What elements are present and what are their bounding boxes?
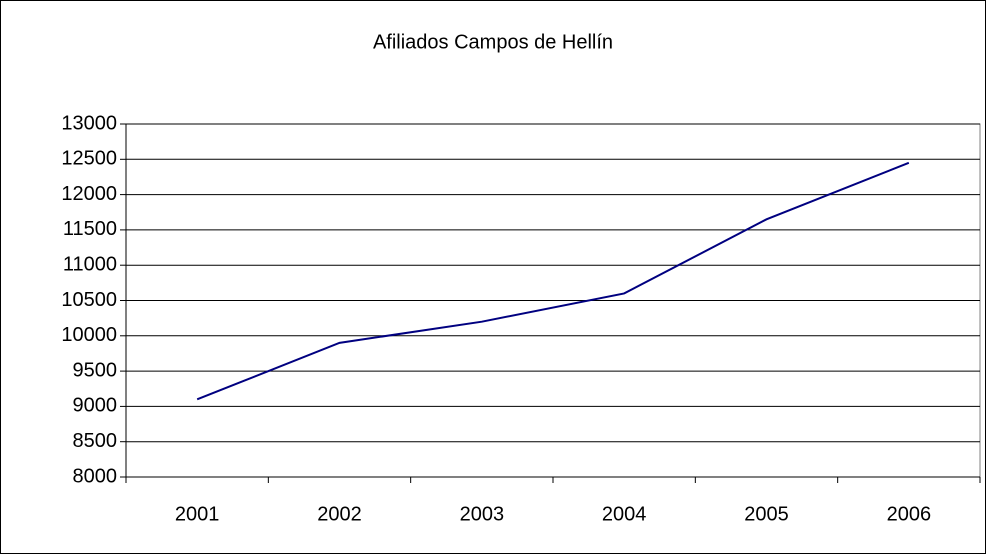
y-tick-label: 12500: [61, 148, 117, 170]
y-tick-label: 9500: [73, 359, 118, 381]
y-tick-label: 8500: [73, 430, 118, 452]
y-tick-label: 10000: [61, 324, 117, 346]
x-tick-label: 2003: [460, 503, 505, 525]
x-tick-label: 2005: [744, 503, 789, 525]
x-tick-label: 2002: [317, 503, 362, 525]
line-series: [196, 161, 910, 401]
y-tick-label: 11500: [63, 218, 117, 240]
x-tick-label: 2006: [887, 503, 932, 525]
y-tick-label: 8000: [73, 465, 118, 487]
x-tick-label: 2004: [602, 503, 647, 525]
y-tick-label: 11000: [63, 253, 117, 275]
chart-title: Afiliados Campos de Hellín: [373, 31, 613, 53]
y-tick-label: 10500: [61, 289, 117, 311]
x-tick-label: 2001: [175, 503, 220, 525]
y-tick-label: 12000: [61, 183, 117, 205]
y-tick-label: 9000: [73, 395, 118, 417]
y-tick-label: 13000: [61, 112, 117, 134]
